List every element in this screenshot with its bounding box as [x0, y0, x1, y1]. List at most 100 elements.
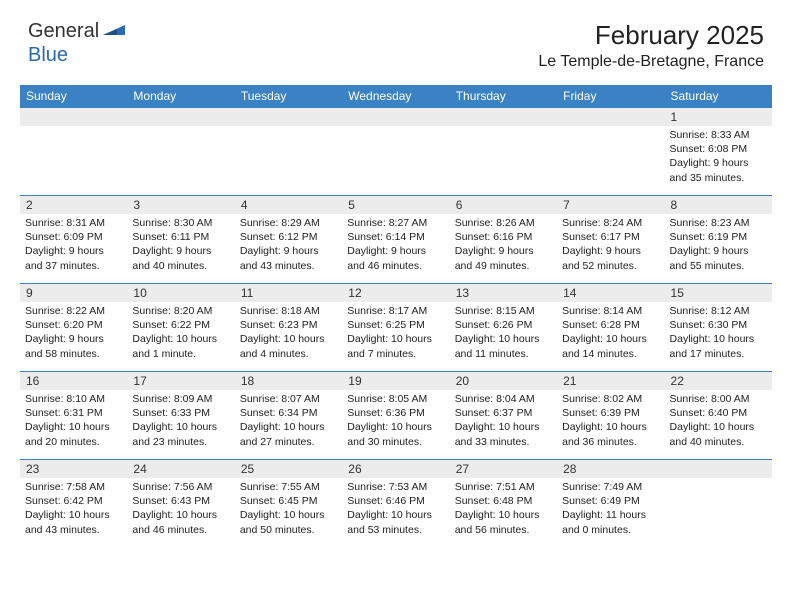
day-cell: 10Sunrise: 8:20 AMSunset: 6:22 PMDayligh… — [127, 284, 234, 372]
day-cell — [450, 108, 557, 196]
day-content: Sunrise: 8:12 AMSunset: 6:30 PMDaylight:… — [665, 302, 772, 365]
day-number: 9 — [20, 284, 127, 302]
title-block: February 2025 Le Temple-de-Bretagne, Fra… — [538, 20, 764, 71]
day-content: Sunrise: 8:02 AMSunset: 6:39 PMDaylight:… — [557, 390, 664, 453]
day-header-thursday: Thursday — [450, 85, 557, 108]
day-header-row: SundayMondayTuesdayWednesdayThursdayFrid… — [20, 85, 772, 108]
day-cell: 18Sunrise: 8:07 AMSunset: 6:34 PMDayligh… — [235, 372, 342, 460]
day-number: 1 — [665, 108, 772, 126]
day-cell: 2Sunrise: 8:31 AMSunset: 6:09 PMDaylight… — [20, 196, 127, 284]
day-cell: 19Sunrise: 8:05 AMSunset: 6:36 PMDayligh… — [342, 372, 449, 460]
day-cell — [127, 108, 234, 196]
day-cell — [665, 460, 772, 548]
day-number: 13 — [450, 284, 557, 302]
logo-blue-wrap: Blue — [28, 44, 68, 67]
month-title: February 2025 — [538, 20, 764, 51]
day-number: 22 — [665, 372, 772, 390]
day-number: 8 — [665, 196, 772, 214]
day-number — [665, 460, 772, 478]
day-number: 19 — [342, 372, 449, 390]
logo-flag-icon — [103, 21, 125, 42]
day-number: 6 — [450, 196, 557, 214]
day-content: Sunrise: 8:00 AMSunset: 6:40 PMDaylight:… — [665, 390, 772, 453]
day-cell: 6Sunrise: 8:26 AMSunset: 6:16 PMDaylight… — [450, 196, 557, 284]
day-cell: 14Sunrise: 8:14 AMSunset: 6:28 PMDayligh… — [557, 284, 664, 372]
day-cell: 1Sunrise: 8:33 AMSunset: 6:08 PMDaylight… — [665, 108, 772, 196]
day-cell: 8Sunrise: 8:23 AMSunset: 6:19 PMDaylight… — [665, 196, 772, 284]
day-cell: 17Sunrise: 8:09 AMSunset: 6:33 PMDayligh… — [127, 372, 234, 460]
day-number: 18 — [235, 372, 342, 390]
day-number: 15 — [665, 284, 772, 302]
calendar-table: SundayMondayTuesdayWednesdayThursdayFrid… — [20, 85, 772, 548]
day-number — [20, 108, 127, 126]
day-cell: 7Sunrise: 8:24 AMSunset: 6:17 PMDaylight… — [557, 196, 664, 284]
week-row: 16Sunrise: 8:10 AMSunset: 6:31 PMDayligh… — [20, 372, 772, 460]
day-cell: 22Sunrise: 8:00 AMSunset: 6:40 PMDayligh… — [665, 372, 772, 460]
day-cell: 15Sunrise: 8:12 AMSunset: 6:30 PMDayligh… — [665, 284, 772, 372]
day-content: Sunrise: 8:14 AMSunset: 6:28 PMDaylight:… — [557, 302, 664, 365]
day-content: Sunrise: 8:23 AMSunset: 6:19 PMDaylight:… — [665, 214, 772, 277]
day-header-tuesday: Tuesday — [235, 85, 342, 108]
day-cell: 12Sunrise: 8:17 AMSunset: 6:25 PMDayligh… — [342, 284, 449, 372]
day-number: 4 — [235, 196, 342, 214]
day-content: Sunrise: 7:56 AMSunset: 6:43 PMDaylight:… — [127, 478, 234, 541]
day-number — [557, 108, 664, 126]
day-number — [342, 108, 449, 126]
day-content: Sunrise: 8:17 AMSunset: 6:25 PMDaylight:… — [342, 302, 449, 365]
day-cell: 20Sunrise: 8:04 AMSunset: 6:37 PMDayligh… — [450, 372, 557, 460]
day-content: Sunrise: 8:05 AMSunset: 6:36 PMDaylight:… — [342, 390, 449, 453]
day-number: 17 — [127, 372, 234, 390]
day-number — [127, 108, 234, 126]
day-cell — [557, 108, 664, 196]
day-number: 24 — [127, 460, 234, 478]
day-content: Sunrise: 8:30 AMSunset: 6:11 PMDaylight:… — [127, 214, 234, 277]
day-number — [235, 108, 342, 126]
day-cell: 3Sunrise: 8:30 AMSunset: 6:11 PMDaylight… — [127, 196, 234, 284]
logo-text-blue: Blue — [28, 44, 68, 66]
day-cell: 11Sunrise: 8:18 AMSunset: 6:23 PMDayligh… — [235, 284, 342, 372]
day-cell: 23Sunrise: 7:58 AMSunset: 6:42 PMDayligh… — [20, 460, 127, 548]
day-cell: 5Sunrise: 8:27 AMSunset: 6:14 PMDaylight… — [342, 196, 449, 284]
day-number: 11 — [235, 284, 342, 302]
day-number: 26 — [342, 460, 449, 478]
day-content: Sunrise: 7:55 AMSunset: 6:45 PMDaylight:… — [235, 478, 342, 541]
day-number: 27 — [450, 460, 557, 478]
day-content: Sunrise: 8:24 AMSunset: 6:17 PMDaylight:… — [557, 214, 664, 277]
day-number: 3 — [127, 196, 234, 214]
header: General February 2025 Le Temple-de-Breta… — [0, 0, 792, 77]
day-cell: 21Sunrise: 8:02 AMSunset: 6:39 PMDayligh… — [557, 372, 664, 460]
day-content: Sunrise: 8:10 AMSunset: 6:31 PMDaylight:… — [20, 390, 127, 453]
day-header-wednesday: Wednesday — [342, 85, 449, 108]
day-number: 5 — [342, 196, 449, 214]
day-content: Sunrise: 8:22 AMSunset: 6:20 PMDaylight:… — [20, 302, 127, 365]
day-cell: 16Sunrise: 8:10 AMSunset: 6:31 PMDayligh… — [20, 372, 127, 460]
day-content: Sunrise: 8:15 AMSunset: 6:26 PMDaylight:… — [450, 302, 557, 365]
day-number: 10 — [127, 284, 234, 302]
day-number: 16 — [20, 372, 127, 390]
day-cell — [342, 108, 449, 196]
day-content: Sunrise: 7:51 AMSunset: 6:48 PMDaylight:… — [450, 478, 557, 541]
day-number: 14 — [557, 284, 664, 302]
day-number: 7 — [557, 196, 664, 214]
day-content: Sunrise: 8:31 AMSunset: 6:09 PMDaylight:… — [20, 214, 127, 277]
day-number: 21 — [557, 372, 664, 390]
day-content: Sunrise: 8:04 AMSunset: 6:37 PMDaylight:… — [450, 390, 557, 453]
location: Le Temple-de-Bretagne, France — [538, 53, 764, 71]
day-number — [450, 108, 557, 126]
day-content: Sunrise: 8:29 AMSunset: 6:12 PMDaylight:… — [235, 214, 342, 277]
day-number: 2 — [20, 196, 127, 214]
day-content: Sunrise: 7:53 AMSunset: 6:46 PMDaylight:… — [342, 478, 449, 541]
day-number: 25 — [235, 460, 342, 478]
day-content: Sunrise: 8:26 AMSunset: 6:16 PMDaylight:… — [450, 214, 557, 277]
day-cell: 24Sunrise: 7:56 AMSunset: 6:43 PMDayligh… — [127, 460, 234, 548]
day-content: Sunrise: 7:49 AMSunset: 6:49 PMDaylight:… — [557, 478, 664, 541]
day-number: 28 — [557, 460, 664, 478]
day-content: Sunrise: 8:27 AMSunset: 6:14 PMDaylight:… — [342, 214, 449, 277]
week-row: 9Sunrise: 8:22 AMSunset: 6:20 PMDaylight… — [20, 284, 772, 372]
day-content: Sunrise: 8:20 AMSunset: 6:22 PMDaylight:… — [127, 302, 234, 365]
day-cell — [20, 108, 127, 196]
day-cell: 25Sunrise: 7:55 AMSunset: 6:45 PMDayligh… — [235, 460, 342, 548]
day-number: 20 — [450, 372, 557, 390]
day-header-friday: Friday — [557, 85, 664, 108]
day-header-saturday: Saturday — [665, 85, 772, 108]
